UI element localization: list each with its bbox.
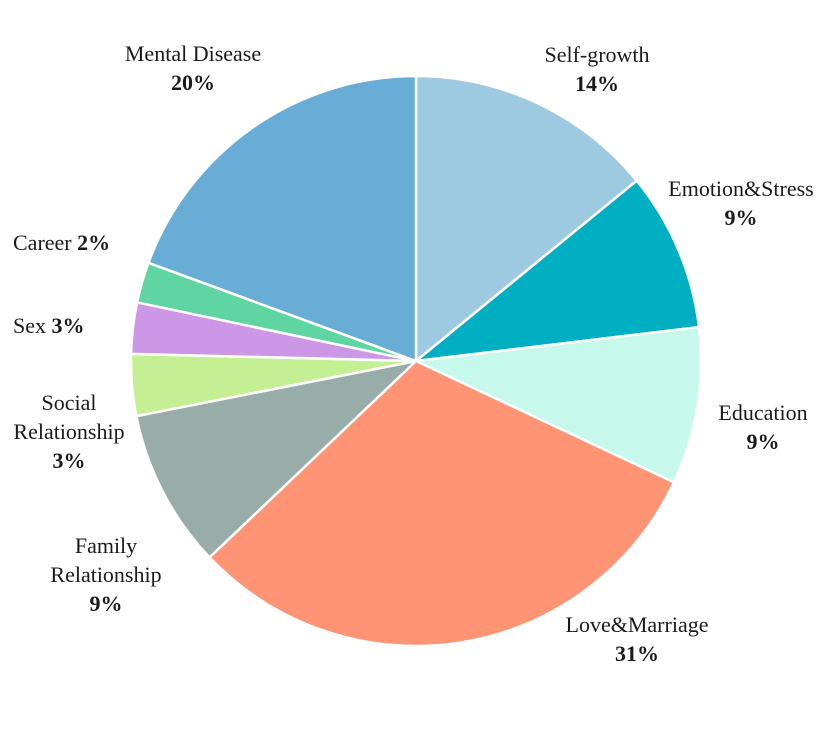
slice-category-label: Mental Disease (125, 41, 261, 66)
slice-percent-label: 9% (747, 429, 780, 454)
pie-slice-mental-disease (147, 74, 418, 363)
slice-category-label: Self-growth (544, 42, 649, 67)
slice-label-social-relationship: Social Relationship 3% (13, 390, 124, 473)
slice-category-label: Social (42, 390, 97, 415)
slice-percent-label: 14% (575, 71, 619, 96)
pie-labels: Self-growth 14% Emotion&Stress 9% Education 9… (13, 41, 814, 666)
slice-label-family-relationship: Family Relationship 9% (50, 533, 161, 616)
slice-category-label: Family (75, 533, 137, 558)
slice-label-text: Sex 3% (13, 313, 85, 338)
slice-percent-label: 9% (90, 591, 123, 616)
slice-label-text: Career 2% (13, 230, 110, 255)
slice-category-label: Relationship (50, 562, 161, 587)
pie-slice-love-marriage (208, 359, 676, 648)
slice-label-sex: Sex 3% (13, 313, 85, 338)
slice-percent-label: 3% (53, 448, 86, 473)
slice-category-label: Career (13, 230, 77, 255)
slice-category-label: Relationship (13, 419, 124, 444)
slice-percent-label: 3% (52, 313, 85, 338)
slice-category-label: Sex (13, 313, 52, 338)
slice-label-career: Career 2% (13, 230, 110, 255)
pie-slice-emotion-stress (414, 179, 701, 363)
slice-label-self-growth: Self-growth 14% (544, 42, 649, 96)
slice-category-label: Emotion&Stress (668, 176, 813, 201)
slice-category-label: Love&Marriage (566, 612, 709, 637)
slice-label-education: Education 9% (718, 400, 807, 454)
pie-slices (129, 74, 703, 648)
slice-label-love-marriage: Love&Marriage 31% (566, 612, 709, 666)
slice-percent-label: 2% (77, 230, 110, 255)
pie-slice-family-relationship (135, 359, 418, 559)
slice-label-mental-disease: Mental Disease 20% (125, 41, 261, 95)
slice-percent-label: 9% (725, 205, 758, 230)
slice-label-emotion-stress: Emotion&Stress 9% (668, 176, 813, 230)
slice-percent-label: 20% (171, 70, 215, 95)
pie-slice-education (414, 325, 703, 484)
pie-slice-self-growth (414, 74, 638, 363)
slice-category-label: Education (718, 400, 807, 425)
slice-percent-label: 31% (615, 641, 659, 666)
